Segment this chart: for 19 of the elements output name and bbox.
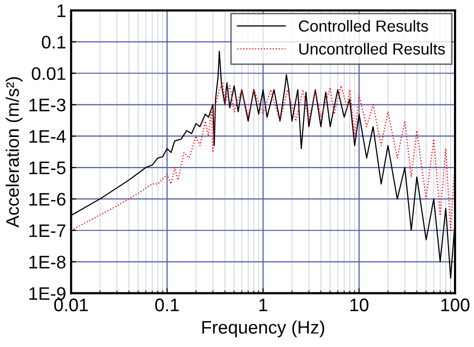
y-tick-label: 1E-7 [29,224,66,237]
y-tick-label: 0.1 [42,36,66,49]
y-tick-label: 1E-9 [29,287,66,300]
y-tick-label: 1E-6 [29,192,66,206]
x-tick-label: 1 [259,298,268,312]
x-tick-label: 10 [350,298,368,312]
x-axis-title: Frequency (Hz) [202,320,324,338]
x-tick-label: 0.01 [54,298,88,312]
x-tick-label: 0.1 [155,298,179,312]
y-tick-label: 1E-3 [29,98,66,112]
y-tick-label: 1 [58,4,66,17]
y-axis-title: Acceleration (m/s²) [6,77,23,228]
y-tick-label: 0.01 [32,67,66,80]
legend-label: Uncontrolled Results [299,42,445,55]
x-tick-label: 100 [441,298,470,312]
y-tick-label: 1E-8 [29,256,66,269]
y-tick-label: 1E-4 [29,130,66,143]
y-tick-label: 1E-5 [29,162,66,174]
legend-label: Controlled Results [298,20,428,32]
